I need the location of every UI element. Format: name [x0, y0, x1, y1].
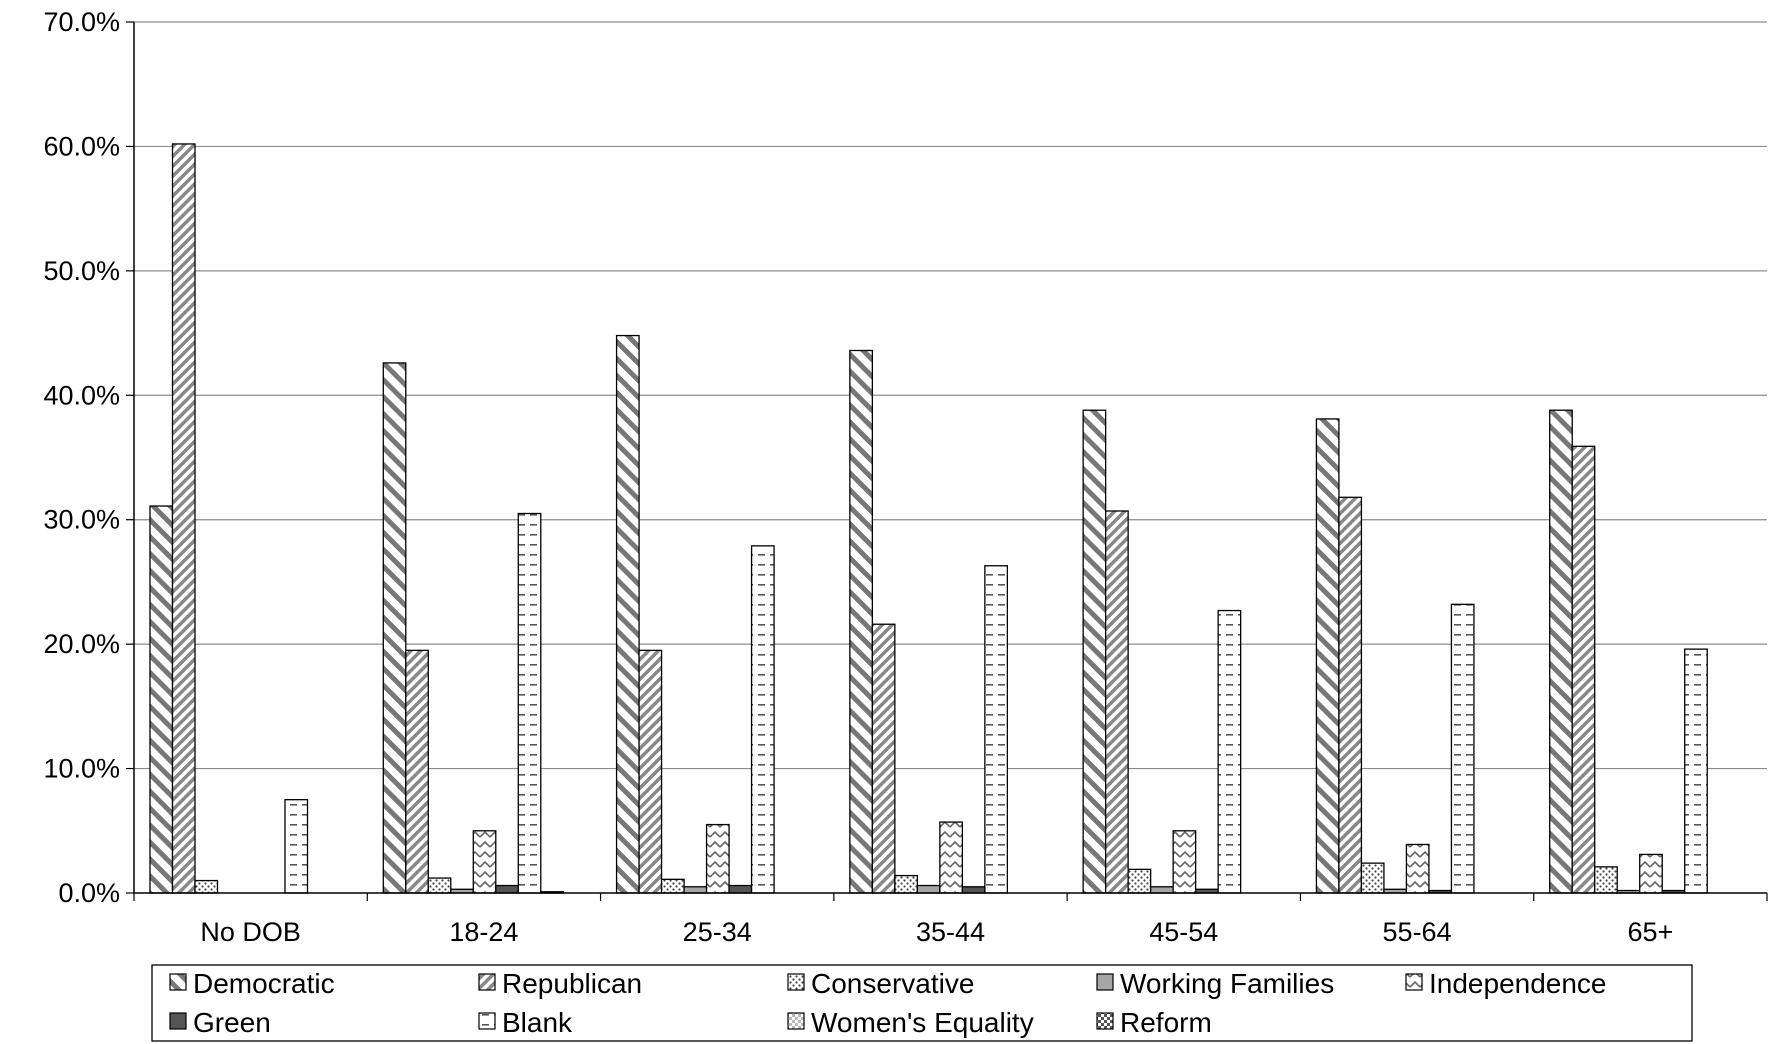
bar-conservative-25-34 [660, 878, 685, 894]
x-tick-label: 25-34 [683, 917, 752, 947]
bar-democratic-no-dob [149, 505, 174, 894]
legend-label: Working Families [1120, 968, 1334, 999]
bar-conservative-35-44 [894, 874, 919, 894]
legend-swatch [1405, 973, 1423, 991]
gridlines [134, 21, 1767, 770]
bar-democratic-45-54 [1082, 409, 1107, 894]
legend-swatch [478, 1012, 496, 1030]
legend-label: Reform [1120, 1007, 1212, 1038]
bar-democratic-55-64 [1315, 418, 1340, 894]
bar-independence-35-44 [939, 821, 964, 894]
bar-blank-35-44 [984, 565, 1009, 894]
bar-green-35-44 [961, 886, 986, 894]
bar-democratic-25-34 [615, 334, 640, 894]
y-tick-label: 20.0% [43, 629, 120, 659]
legend-swatch [1096, 973, 1114, 991]
bar-working-families-35-44 [916, 884, 941, 894]
bar-conservative-55-64 [1360, 862, 1385, 894]
bar-working-families-25-34 [683, 886, 708, 894]
bar-conservative-65- [1594, 866, 1618, 894]
bar-blank-45-54 [1217, 609, 1242, 894]
bar-independence-65- [1639, 853, 1663, 894]
x-tick-label: No DOB [200, 917, 301, 947]
y-tick-label: 50.0% [43, 256, 120, 286]
y-tick-label: 40.0% [43, 380, 120, 410]
x-tick-label: 35-44 [916, 917, 985, 947]
x-tick-label: 55-64 [1383, 917, 1452, 947]
y-tick-label: 70.0% [43, 7, 120, 37]
bar-conservative-18-24 [427, 877, 452, 894]
legend-swatch [169, 973, 187, 991]
bar-blank-18-24 [517, 512, 542, 894]
bar-green-25-34 [728, 884, 753, 894]
bar-conservative-45-54 [1127, 868, 1152, 894]
bar-democratic-65- [1549, 409, 1573, 894]
y-tick-label: 0.0% [58, 878, 120, 908]
bar-republican-18-24 [405, 649, 429, 894]
bar-blank-65- [1684, 648, 1708, 894]
bar-republican-45-54 [1104, 510, 1129, 894]
x-tick-label: 18-24 [449, 917, 518, 947]
legend-label: Blank [502, 1007, 573, 1038]
bar-independence-18-24 [472, 830, 497, 894]
x-tick-label: 45-54 [1149, 917, 1218, 947]
bar-republican-25-34 [638, 649, 663, 894]
y-tick-label: 60.0% [43, 131, 120, 161]
bar-republican-65- [1571, 445, 1596, 894]
legend-label: Democratic [193, 968, 335, 999]
legend-label: Republican [502, 968, 642, 999]
bar-independence-55-64 [1405, 843, 1430, 894]
legend-label: Independence [1429, 968, 1607, 999]
bar-blank-25-34 [750, 545, 775, 894]
bar-republican-55-64 [1338, 496, 1363, 894]
legend-swatch [1096, 1012, 1114, 1030]
legend-label: Green [193, 1007, 271, 1038]
legend-swatch [169, 1012, 187, 1030]
bar-republican-no-dob [171, 143, 196, 894]
bars [149, 143, 1708, 894]
bar-blank-no-dob [284, 799, 309, 894]
bar-independence-25-34 [705, 823, 730, 894]
x-tick-label: 65+ [1627, 917, 1673, 947]
bar-republican-35-44 [871, 623, 896, 894]
legend-label: Conservative [811, 968, 974, 999]
bar-green-18-24 [495, 884, 519, 894]
bar-blank-55-64 [1450, 603, 1475, 894]
y-tick-label: 10.0% [43, 754, 120, 784]
legend-swatch [787, 973, 805, 991]
y-tick-label: 30.0% [43, 505, 120, 535]
legend-swatch [787, 1012, 805, 1030]
axes: 0.0% 10.0% 20.0% 30.0% 40.0% 50.0% 60.0% 70.0% N… [43, 7, 1768, 947]
bar-democratic-35-44 [849, 349, 874, 894]
legend-box [151, 964, 1693, 1042]
bar-working-families-45-54 [1149, 886, 1174, 894]
bar-independence-45-54 [1172, 830, 1197, 894]
legend-swatch [478, 973, 496, 991]
bar-democratic-18-24 [382, 362, 407, 894]
legend-label: Women's Equality [811, 1007, 1034, 1038]
legend: Democratic Republican Conservative Working … [151, 964, 1693, 1042]
bar-conservative-no-dob [194, 879, 219, 894]
